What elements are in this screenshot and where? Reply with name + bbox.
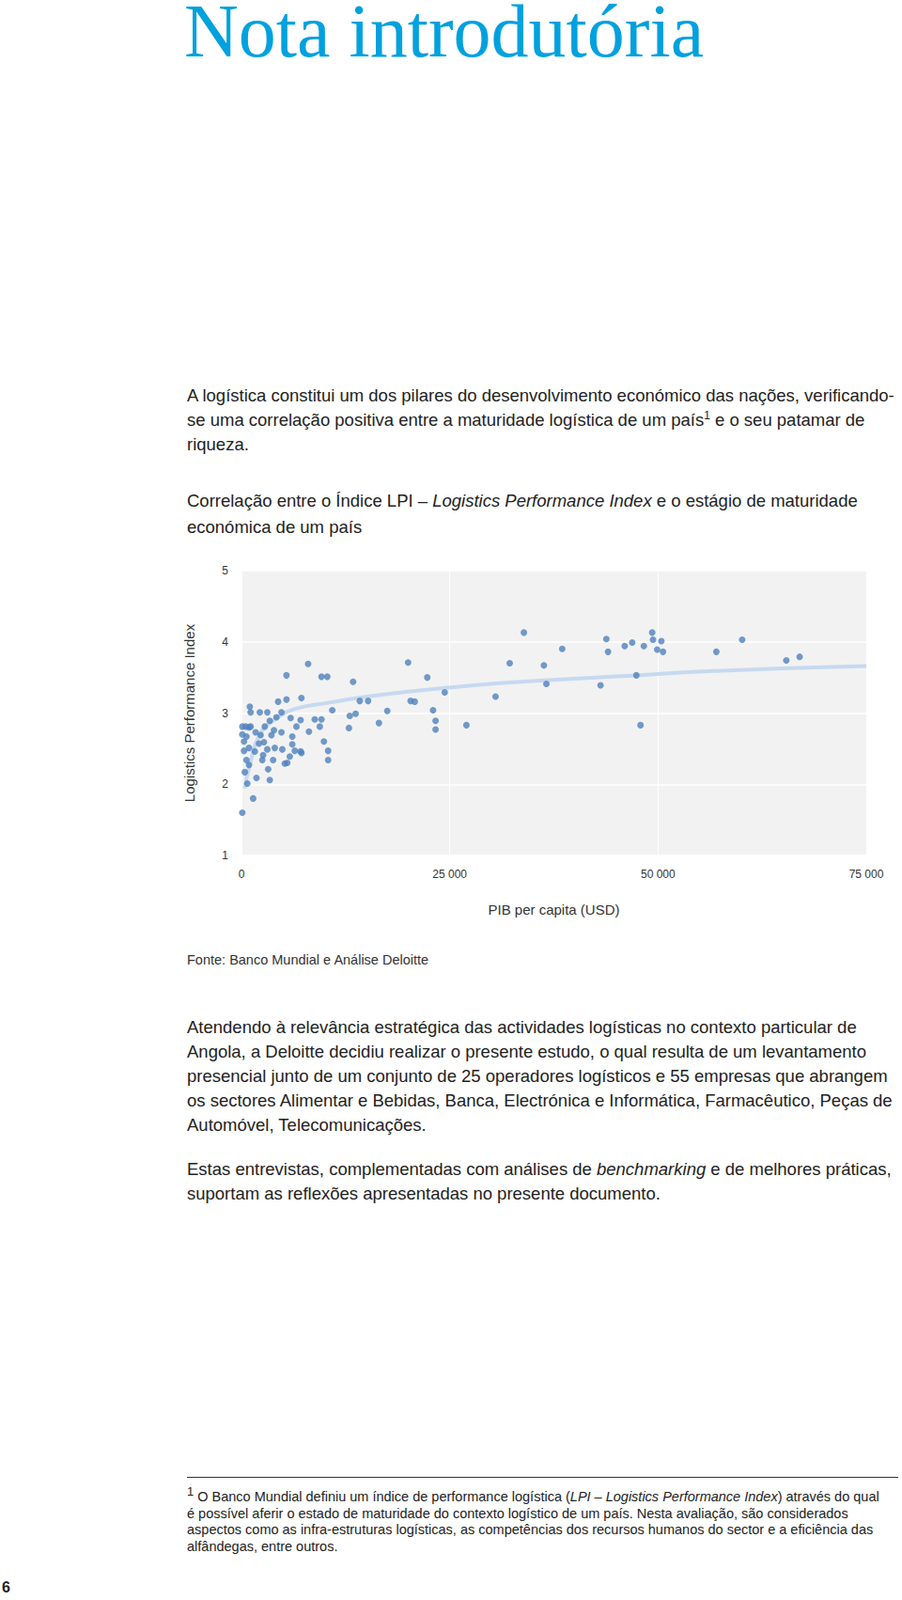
html-text:A logística constitui um dos p: A logística constitui um dos pilares do … bbox=[186, 385, 895, 454]
svg-text:5: 5 bbox=[221, 563, 229, 577]
html-text:Atendendo à relevância estraté: Atendendo à relevância estratégica das a… bbox=[186, 1016, 893, 1135]
html-text:Correlação entre o Índice LPI: Correlação entre o Índice LPI – Logistic… bbox=[186, 490, 858, 537]
svg-text:1: 1 bbox=[221, 848, 229, 862]
svg-text:2: 2 bbox=[221, 777, 229, 791]
svg-text:50 000: 50 000 bbox=[640, 867, 676, 881]
html-text:Estas entrevistas, complementa: Estas entrevistas, complementadas com an… bbox=[186, 1158, 892, 1203]
html-text:Fonte: Banco Mundial e Análise: Fonte: Banco Mundial e Análise Deloitte bbox=[186, 951, 429, 967]
svg-text:Logistics Performance Index: Logistics Performance Index bbox=[181, 622, 198, 802]
svg-text:25 000: 25 000 bbox=[432, 867, 467, 881]
svg-text:4: 4 bbox=[221, 635, 229, 649]
html-text:1O Banco Mundial definiu um ín: 1O Banco Mundial definiu um índice de pe… bbox=[186, 1483, 880, 1553]
html-text:6: 6 bbox=[1, 1578, 11, 1595]
svg-text:0: 0 bbox=[238, 867, 246, 881]
svg-text:3: 3 bbox=[221, 706, 229, 720]
svg-text:PIB per capita (USD): PIB per capita (USD) bbox=[487, 901, 620, 918]
svg-text:75 000: 75 000 bbox=[849, 867, 885, 881]
